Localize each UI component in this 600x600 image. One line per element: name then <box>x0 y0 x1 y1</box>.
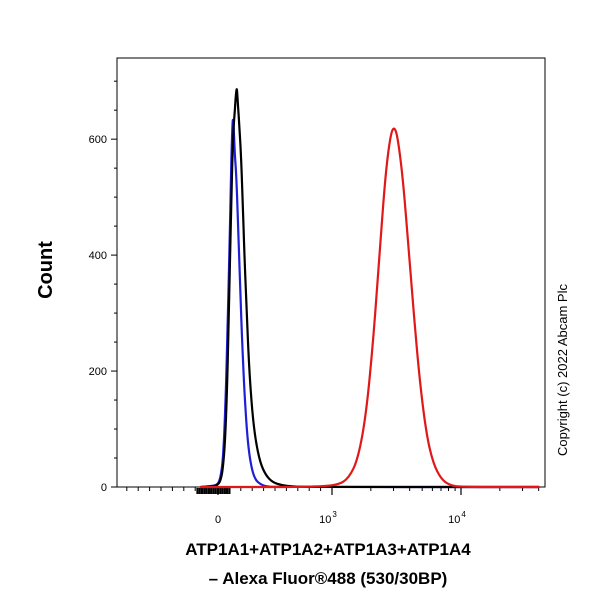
y-tick-label: 200 <box>89 366 107 378</box>
x-tick-exponent: 4 <box>461 510 466 519</box>
series-line-1 <box>199 118 540 489</box>
copyright-notice: Copyright (c) 2022 Abcam Plc <box>555 284 570 456</box>
y-axis-title: Count <box>35 241 57 299</box>
series-layer <box>199 88 540 489</box>
y-tick-label: 0 <box>101 482 107 494</box>
x-axis-title-line-2: – Alexa Fluor®488 (530/30BP) <box>209 569 448 588</box>
y-axis: 0 200 400 600 <box>89 80 117 494</box>
x-tick-label: 0 <box>215 514 221 526</box>
y-tick-label: 600 <box>89 134 107 146</box>
x-tick-label: 103 <box>319 510 337 526</box>
plot-frame <box>116 57 546 488</box>
series-line-2 <box>199 88 540 489</box>
y-tick-label: 400 <box>89 250 107 262</box>
x-axis: 0 103 104 <box>215 487 466 526</box>
x-tick-exponent: 3 <box>332 510 337 519</box>
series-line-3 <box>199 127 540 489</box>
x-tick-label: 104 <box>448 510 466 526</box>
x-axis-title-line-1: ATP1A1+ATP1A2+ATP1A3+ATP1A4 <box>185 540 471 559</box>
